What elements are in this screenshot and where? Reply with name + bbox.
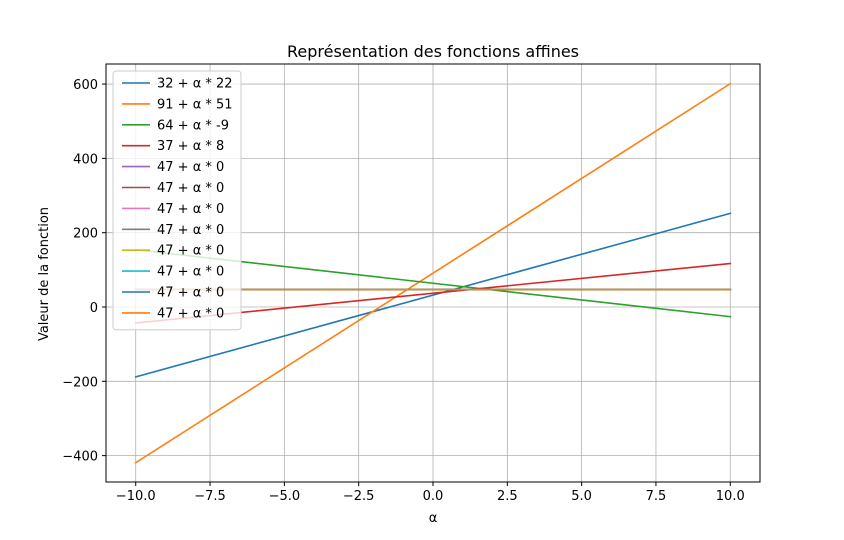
legend-entry-label: 47 + α * 0 xyxy=(157,160,224,175)
y-tick-label: 200 xyxy=(73,227,98,242)
legend: 32 + α * 22 91 + α * 51 64 + α * -9 37 + α … xyxy=(112,70,242,331)
x-tick-label: 7.5 xyxy=(646,489,667,504)
legend-entry-label: 64 + α * -9 xyxy=(157,118,229,133)
x-tick-label: −7.5 xyxy=(194,489,226,504)
x-tick-label: −10.0 xyxy=(116,489,156,504)
legend-entry-label: 91 + α * 51 xyxy=(157,97,233,112)
legend-entry-label: 47 + α * 0 xyxy=(157,306,224,321)
x-tick-label: 10.0 xyxy=(716,489,745,504)
x-tick-label: 5.0 xyxy=(571,489,592,504)
y-axis-ticks: −400 −200 0 200 400 600 xyxy=(62,78,106,465)
legend-entry-label: 32 + α * 22 xyxy=(157,77,233,92)
legend-entry-label: 47 + α * 0 xyxy=(157,202,224,217)
series-line-1 xyxy=(134,82,732,464)
x-tick-label: 2.5 xyxy=(497,489,518,504)
legend-entry-label: 47 + α * 0 xyxy=(157,286,224,301)
legend-entry-label: 47 + α * 0 xyxy=(157,265,224,280)
y-tick-label: −400 xyxy=(62,450,98,465)
legend-entry-label: 47 + α * 0 xyxy=(157,181,224,196)
y-axis-label: Valeur de la fonction xyxy=(37,207,52,341)
legend-box xyxy=(112,70,242,331)
x-tick-label: −5.0 xyxy=(269,489,301,504)
legend-entry-label: 47 + α * 0 xyxy=(157,223,224,238)
legend-entry-label: 37 + α * 8 xyxy=(157,139,224,154)
legend-entry-label: 47 + α * 0 xyxy=(157,244,224,259)
x-axis-ticks: −10.0 −7.5 −5.0 −2.5 0.0 2.5 5.0 7.5 10.0 xyxy=(116,482,745,504)
y-tick-label: 400 xyxy=(73,152,98,167)
series-line-0 xyxy=(134,212,732,378)
grid xyxy=(106,64,760,482)
x-axis-label: α xyxy=(429,511,438,526)
chart-title: Représentation des fonctions affines xyxy=(287,42,579,61)
y-tick-label: 600 xyxy=(73,78,98,93)
x-tick-label: 0.0 xyxy=(423,489,444,504)
x-tick-label: −2.5 xyxy=(343,489,375,504)
y-tick-label: 0 xyxy=(90,301,98,316)
y-tick-label: −200 xyxy=(62,375,98,390)
